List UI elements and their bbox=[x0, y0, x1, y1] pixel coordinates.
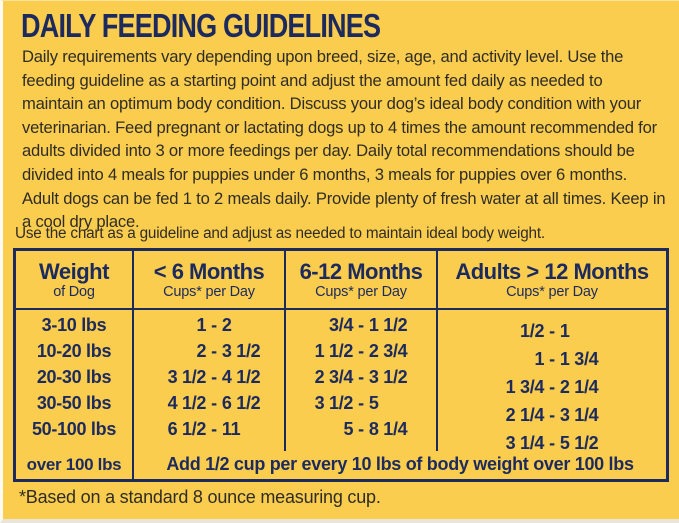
header-6-12-months-main: 6-12 Months bbox=[299, 259, 423, 284]
under-6-months-cell: 3 1/2-4 1/2 bbox=[167, 367, 261, 387]
adults-cell: 3 1/4-5 1/2 bbox=[505, 433, 599, 453]
under-6-months-cell: 2-3 1/2 bbox=[196, 341, 261, 361]
weight-cell: 20-30 lbs bbox=[36, 367, 112, 387]
under-6-months-cell: 6 1/2-11 bbox=[167, 419, 241, 439]
weight-cell: 3-10 lbs bbox=[41, 315, 107, 335]
six-to-12-months-cell: 2 3/4-3 1/2 bbox=[314, 367, 408, 387]
column-under-6-months: 1-2 2-3 1/2 3 1/2-4 1/2 4 1/2-6 1/2 6 1/2-11 bbox=[134, 310, 286, 451]
six-to-12-months-cell: 3/4-1 1/2 bbox=[329, 315, 408, 335]
header-weight: Weight of Dog bbox=[16, 251, 134, 310]
weight-cell: 10-20 lbs bbox=[36, 341, 112, 361]
adults-cell: 1 3/4-2 1/4 bbox=[505, 377, 599, 397]
six-to-12-months-cell: 5-8 1/4 bbox=[343, 419, 408, 439]
adults-cell: 1/2-1 bbox=[520, 321, 570, 341]
weight-cell: 30-50 lbs bbox=[36, 393, 112, 413]
page-title: DAILY FEEDING GUIDELINES bbox=[21, 7, 381, 44]
over-100-lbs-note: Add 1/2 cup per every 10 lbs of body wei… bbox=[166, 453, 634, 474]
header-adults: Adults > 12 Months Cups* per Day bbox=[438, 251, 666, 310]
header-weight-main: Weight bbox=[39, 259, 109, 284]
header-under-6-months: < 6 Months Cups* per Day bbox=[134, 251, 286, 310]
six-to-12-months-cell: 3 1/2-5 bbox=[314, 393, 379, 413]
measuring-cup-footnote: *Based on a standard 8 ounce measuring c… bbox=[19, 487, 381, 507]
column-adults: 1/2-1 1-1 3/4 1 3/4-2 1/4 2 1/4-3 1/4 3 1/4-… bbox=[438, 310, 666, 453]
header-weight-sub: of Dog bbox=[53, 284, 95, 300]
header-adults-main: Adults > 12 Months bbox=[455, 259, 649, 284]
adults-cell: 2 1/4-3 1/4 bbox=[505, 405, 599, 425]
chart-usage-note: Use the chart as a guideline and adjust … bbox=[15, 225, 545, 242]
header-6-12-months: 6-12 Months Cups* per Day bbox=[286, 251, 438, 310]
over-100-lbs-label: over 100 lbs bbox=[16, 451, 134, 479]
header-6-12-months-sub: Cups* per Day bbox=[315, 284, 407, 300]
under-6-months-cell: 1-2 bbox=[196, 315, 232, 335]
weight-cell: 50-100 lbs bbox=[31, 419, 117, 439]
header-adults-sub: Cups* per Day bbox=[506, 284, 598, 300]
feeding-table: Weight of Dog < 6 Months Cups* per Day 6… bbox=[13, 248, 669, 482]
intro-paragraph: Daily requirements vary depending upon b… bbox=[22, 47, 666, 232]
six-to-12-months-cell: 1 1/2-2 3/4 bbox=[314, 341, 408, 361]
column-weights: 3-10 lbs 10-20 lbs 20-30 lbs 30-50 lbs 50-10… bbox=[16, 310, 134, 451]
header-under-6-months-main: < 6 Months bbox=[153, 259, 265, 284]
adults-cell: 1-1 3/4 bbox=[534, 349, 599, 369]
column-6-12-months: 3/4-1 1/2 1 1/2-2 3/4 2 3/4-3 1/2 3 1/2-5 5-… bbox=[286, 310, 438, 451]
under-6-months-cell: 4 1/2-6 1/2 bbox=[167, 393, 261, 413]
header-under-6-months-sub: Cups* per Day bbox=[163, 284, 255, 300]
